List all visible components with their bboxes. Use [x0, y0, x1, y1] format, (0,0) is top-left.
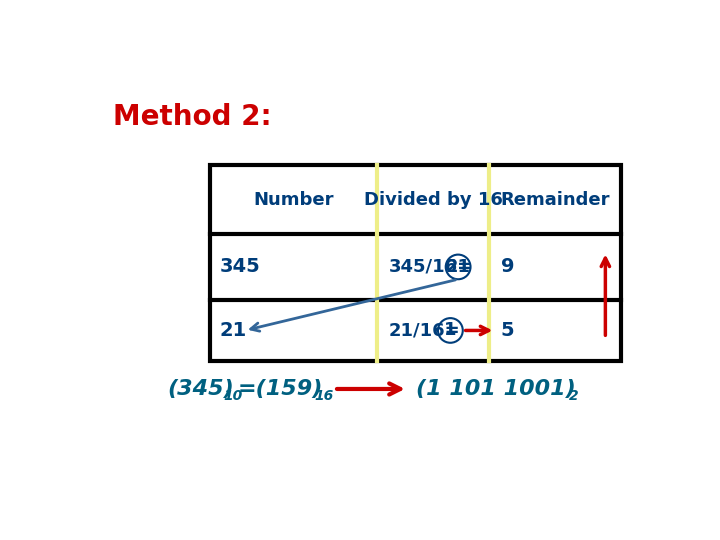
Text: 345: 345: [220, 258, 260, 276]
Text: 16: 16: [315, 389, 334, 403]
Text: (1 101 1001): (1 101 1001): [415, 379, 575, 399]
Text: 21/16=: 21/16=: [388, 321, 460, 340]
Text: 345/16=: 345/16=: [388, 258, 472, 276]
Text: 9: 9: [500, 258, 514, 276]
Text: Method 2:: Method 2:: [113, 103, 272, 131]
Text: Remainder: Remainder: [500, 191, 610, 208]
Text: 10: 10: [223, 389, 243, 403]
Text: 21: 21: [446, 258, 471, 276]
Text: 5: 5: [500, 321, 514, 340]
Text: =(159): =(159): [238, 379, 323, 399]
Text: 21: 21: [220, 321, 247, 340]
Text: 2: 2: [569, 389, 579, 403]
Text: Divided by 16: Divided by 16: [364, 191, 503, 208]
Text: (345): (345): [168, 379, 234, 399]
Text: 1: 1: [444, 321, 456, 340]
Text: Number: Number: [253, 191, 333, 208]
